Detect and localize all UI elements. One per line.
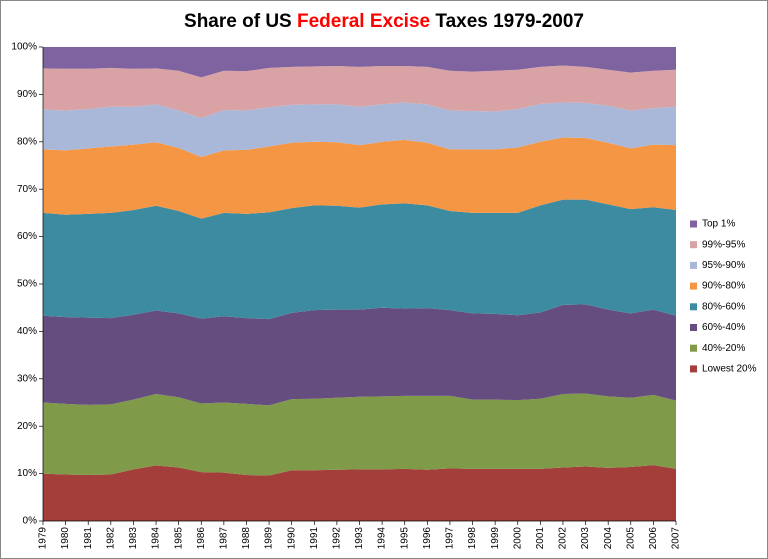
legend-label: 80%-60% [702, 301, 745, 312]
y-tick-label: 70% [17, 184, 37, 195]
title-highlight: Federal Excise [297, 11, 430, 32]
x-tick-label: 1995 [399, 527, 410, 550]
area [43, 199, 676, 320]
x-tick-label: 2004 [603, 527, 614, 550]
x-tick-label: 1986 [196, 527, 207, 550]
x-tick-label: 1992 [332, 527, 343, 550]
legend-label: 95%-90% [702, 260, 745, 271]
x-tick-label: 1991 [309, 527, 320, 550]
x-tick-label: 1984 [151, 527, 162, 550]
x-tick-label: 1999 [490, 527, 501, 550]
y-tick-label: 20% [17, 421, 37, 432]
x-tick-label: 1980 [60, 527, 71, 550]
y-tick-label: 60% [17, 231, 37, 242]
x-tick-label: 1994 [377, 527, 388, 550]
x-tick-label: 2002 [558, 527, 569, 550]
y-tick-label: 100% [11, 42, 37, 53]
x-tick-label: 1983 [128, 527, 139, 550]
x-tick-label: 1993 [354, 527, 365, 550]
x-tick-label: 1989 [264, 527, 275, 550]
legend-swatch [690, 220, 697, 228]
legend-swatch [690, 344, 697, 352]
x-tick-label: 2007 [671, 527, 682, 550]
legend-label: 90%-80% [702, 281, 745, 292]
x-tick-label: 1987 [218, 527, 229, 550]
area [43, 304, 676, 406]
x-tick-label: 2001 [535, 527, 546, 550]
y-tick-label: 90% [17, 89, 37, 100]
area [43, 137, 676, 219]
legend-label: 99%-95% [702, 239, 745, 250]
legend-swatch [690, 282, 697, 290]
legend-label: 40%-20% [702, 343, 745, 354]
x-tick-label: 2005 [625, 527, 636, 550]
x-tick-label: 1981 [83, 527, 94, 550]
x-tick-label: 2006 [648, 527, 659, 550]
area [43, 65, 676, 119]
x-tick-label: 1979 [38, 527, 49, 550]
x-tick-label: 1982 [105, 527, 116, 550]
x-tick-label: 1997 [445, 527, 456, 550]
legend-swatch [690, 261, 697, 269]
x-tick-label: 2000 [512, 527, 523, 550]
legend-swatch [690, 241, 697, 249]
legend-swatch [690, 303, 697, 311]
title-part: Taxes 1979-2007 [435, 11, 584, 32]
y-tick-label: 80% [17, 136, 37, 147]
x-tick-label: 1988 [241, 527, 252, 550]
area [43, 465, 676, 521]
chart-title: Share of US Federal Excise Taxes 1979-20… [184, 11, 584, 32]
legend-label: 60%-40% [702, 322, 745, 333]
legend-swatch [690, 365, 697, 373]
x-tick-label: 1996 [422, 527, 433, 550]
legend-label: Top 1% [702, 219, 735, 230]
x-tick-label: 1985 [173, 527, 184, 550]
area [43, 393, 676, 476]
x-tick-label: 2003 [580, 527, 591, 550]
y-tick-label: 10% [17, 468, 37, 479]
y-tick-label: 50% [17, 279, 37, 290]
y-tick-label: 40% [17, 326, 37, 337]
x-tick-label: 1998 [467, 527, 478, 550]
legend-label: Lowest 20% [702, 364, 757, 375]
area [43, 102, 676, 157]
title-part: Share of US [184, 11, 292, 32]
area [43, 47, 676, 78]
legend-swatch [690, 324, 697, 331]
y-tick-label: 30% [17, 373, 37, 384]
y-tick-label: 0% [23, 516, 38, 527]
x-tick-label: 1990 [286, 527, 297, 550]
